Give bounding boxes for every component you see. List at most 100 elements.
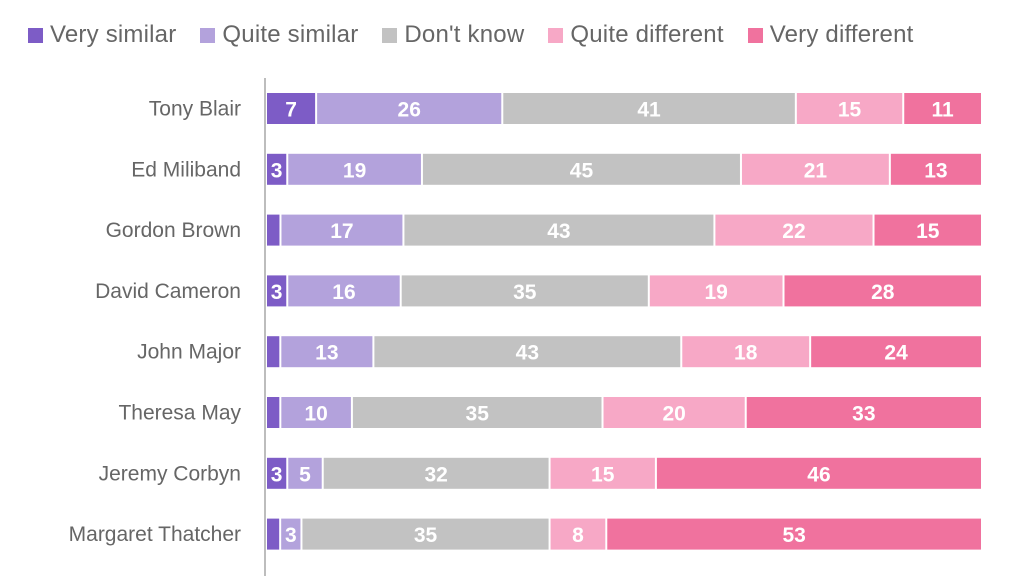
bar-theresa-may-very-similar xyxy=(267,397,280,428)
bar-theresa-may-don-t-know xyxy=(352,397,602,428)
legend-item-quite-similar: Quite similar xyxy=(200,21,358,49)
data-label-gordon-brown-don-t-know: 43 xyxy=(547,220,570,243)
data-label-ed-miliband-very-similar: 3 xyxy=(271,159,283,182)
data-label-david-cameron-very-similar: 3 xyxy=(271,281,283,304)
data-label-ed-miliband-quite-different: 21 xyxy=(804,159,828,182)
data-label-theresa-may-very-different: 33 xyxy=(852,403,875,426)
data-label-jeremy-corbyn-quite-similar: 5 xyxy=(299,463,311,486)
bar-theresa-may-very-different xyxy=(746,397,981,428)
legend-label-dont-know: Don't know xyxy=(404,21,525,48)
bar-ed-miliband-very-similar xyxy=(267,153,287,185)
data-label-theresa-may-quite-similar: 10 xyxy=(304,403,327,426)
legend-label-very-similar: Very similar xyxy=(50,21,177,48)
category-label-jeremy-corbyn: Jeremy Corbyn xyxy=(99,462,241,485)
bar-margaret-thatcher-don-t-know xyxy=(302,518,549,550)
bar-gordon-brown-don-t-know xyxy=(404,214,714,246)
data-label-gordon-brown-quite-different: 22 xyxy=(782,220,805,243)
bar-margaret-thatcher-quite-similar xyxy=(281,518,301,550)
legend: Very similar Quite similar Don't know Qu… xyxy=(28,18,913,52)
category-label-margaret-thatcher: Margaret Thatcher xyxy=(69,523,241,546)
legend-item-very-similar: Very similar xyxy=(28,21,176,49)
bar-ed-miliband-very-different xyxy=(890,153,981,185)
bar-theresa-may-quite-different xyxy=(603,397,745,428)
data-label-jeremy-corbyn-very-different: 46 xyxy=(807,463,830,486)
bar-john-major-don-t-know xyxy=(374,336,681,368)
category-label-john-major: John Major xyxy=(137,341,241,364)
bar-margaret-thatcher-very-different xyxy=(607,518,981,550)
bar-gordon-brown-very-different xyxy=(874,214,981,246)
bar-david-cameron-don-t-know xyxy=(401,275,648,307)
data-label-john-major-don-t-know: 43 xyxy=(516,342,539,365)
bar-margaret-thatcher-very-similar xyxy=(267,518,280,550)
data-label-david-cameron-very-different: 28 xyxy=(871,281,895,304)
bar-gordon-brown-quite-similar xyxy=(281,214,403,246)
category-label-david-cameron: David Cameron xyxy=(95,280,241,303)
bar-margaret-thatcher-quite-different xyxy=(550,518,606,550)
category-label-theresa-may: Theresa May xyxy=(118,402,241,425)
legend-label-very-different: Very different xyxy=(769,21,914,48)
legend-item-very-different: Very different xyxy=(747,21,914,49)
data-label-margaret-thatcher-quite-different: 8 xyxy=(572,524,584,547)
bar-john-major-quite-similar xyxy=(281,336,373,368)
bar-tony-blair-quite-different xyxy=(796,93,903,124)
category-label-ed-miliband: Ed Miliband xyxy=(131,158,241,181)
bar-john-major-very-similar xyxy=(267,336,280,368)
data-label-tony-blair-don-t-know: 41 xyxy=(637,99,661,122)
bar-david-cameron-very-similar xyxy=(267,275,287,307)
legend-swatch-very-different xyxy=(747,27,763,43)
data-label-john-major-very-different: 24 xyxy=(884,342,908,365)
bar-david-cameron-quite-different xyxy=(649,275,783,307)
data-label-ed-miliband-very-different: 13 xyxy=(924,159,947,182)
bar-jeremy-corbyn-quite-different xyxy=(550,457,655,489)
bar-ed-miliband-quite-different xyxy=(741,153,889,185)
legend-swatch-very-similar xyxy=(28,27,43,43)
bar-tony-blair-very-similar xyxy=(267,93,316,124)
bar-david-cameron-very-different xyxy=(784,275,981,307)
bar-tony-blair-very-different xyxy=(904,93,981,124)
bar-ed-miliband-don-t-know xyxy=(422,153,740,185)
legend-swatch-dont-know xyxy=(382,27,398,43)
data-label-gordon-brown-very-different: 15 xyxy=(916,220,940,243)
bar-tony-blair-quite-similar xyxy=(317,93,502,124)
legend-label-quite-different: Quite different xyxy=(570,21,724,48)
data-label-gordon-brown-quite-similar: 17 xyxy=(330,220,353,243)
bar-ed-miliband-quite-similar xyxy=(288,153,421,185)
data-label-john-major-quite-different: 18 xyxy=(734,342,758,365)
data-label-tony-blair-very-different: 11 xyxy=(932,99,955,122)
category-label-gordon-brown: Gordon Brown xyxy=(106,219,241,242)
bar-jeremy-corbyn-quite-similar xyxy=(288,457,322,489)
legend-swatch-quite-similar xyxy=(200,27,216,43)
data-label-tony-blair-very-similar: 7 xyxy=(285,99,297,122)
data-label-tony-blair-quite-similar: 26 xyxy=(398,99,421,122)
data-label-jeremy-corbyn-very-similar: 3 xyxy=(271,463,283,486)
data-label-jeremy-corbyn-quite-different: 15 xyxy=(591,463,615,486)
legend-item-quite-different: Quite different xyxy=(548,21,724,49)
data-label-margaret-thatcher-quite-similar: 3 xyxy=(285,524,297,547)
bar-jeremy-corbyn-don-t-know xyxy=(323,457,549,489)
legend-swatch-quite-different xyxy=(548,27,564,43)
data-label-margaret-thatcher-don-t-know: 35 xyxy=(414,524,438,547)
legend-label-quite-similar: Quite similar xyxy=(222,21,359,48)
data-label-theresa-may-quite-different: 20 xyxy=(662,403,685,426)
bar-gordon-brown-quite-different xyxy=(715,214,873,246)
data-label-jeremy-corbyn-don-t-know: 32 xyxy=(424,463,447,486)
category-label-tony-blair: Tony Blair xyxy=(149,98,241,121)
bar-tony-blair-don-t-know xyxy=(503,93,795,124)
legend-item-dont-know: Don't know xyxy=(382,21,524,49)
bar-jeremy-corbyn-very-similar xyxy=(267,457,287,489)
data-label-david-cameron-quite-similar: 16 xyxy=(332,281,355,304)
data-label-tony-blair-quite-different: 15 xyxy=(838,99,862,122)
bar-jeremy-corbyn-very-different xyxy=(656,457,981,489)
bar-john-major-quite-different xyxy=(682,336,810,368)
data-label-theresa-may-don-t-know: 35 xyxy=(466,403,490,426)
bar-gordon-brown-very-similar xyxy=(267,214,280,246)
bar-david-cameron-quite-similar xyxy=(288,275,400,307)
data-label-ed-miliband-quite-similar: 19 xyxy=(343,159,366,182)
data-label-margaret-thatcher-very-different: 53 xyxy=(782,524,805,547)
data-label-ed-miliband-don-t-know: 45 xyxy=(570,159,594,182)
bar-john-major-very-different xyxy=(811,336,981,368)
data-label-john-major-quite-similar: 13 xyxy=(315,342,338,365)
data-label-david-cameron-don-t-know: 35 xyxy=(513,281,537,304)
